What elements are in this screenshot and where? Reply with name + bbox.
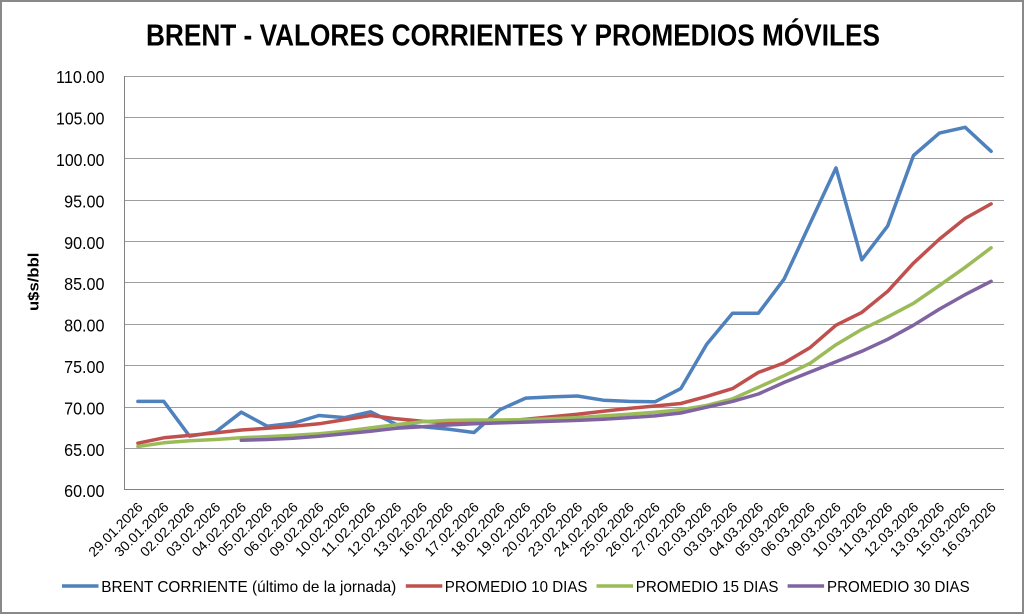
svg-text:100.00: 100.00 — [56, 150, 105, 170]
svg-text:65.00: 65.00 — [64, 440, 105, 460]
svg-text:75.00: 75.00 — [64, 357, 105, 377]
svg-text:70.00: 70.00 — [64, 398, 105, 418]
svg-text:u$s/bbl: u$s/bbl — [26, 253, 42, 312]
svg-text:PROMEDIO 15 DIAS: PROMEDIO 15 DIAS — [636, 579, 779, 596]
svg-text:BRENT CORRIENTE (último de la: BRENT CORRIENTE (último de la jornada) — [101, 579, 396, 596]
svg-text:105.00: 105.00 — [56, 109, 105, 129]
svg-text:60.00: 60.00 — [64, 481, 105, 501]
svg-text:85.00: 85.00 — [64, 274, 105, 294]
svg-text:95.00: 95.00 — [64, 191, 105, 211]
svg-text:BRENT - VALORES CORRIENTES Y P: BRENT - VALORES CORRIENTES Y PROMEDIOS M… — [146, 17, 880, 53]
svg-text:PROMEDIO 10 DIAS: PROMEDIO 10 DIAS — [445, 579, 588, 596]
svg-text:80.00: 80.00 — [64, 316, 105, 336]
svg-text:90.00: 90.00 — [64, 233, 105, 253]
svg-text:PROMEDIO 30 DIAS: PROMEDIO 30 DIAS — [827, 579, 970, 596]
svg-text:110.00: 110.00 — [56, 67, 105, 87]
